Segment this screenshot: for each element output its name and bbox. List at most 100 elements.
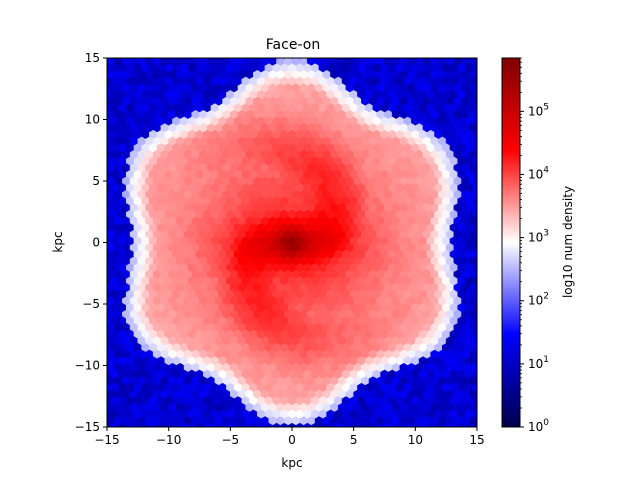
hex-bin (259, 58, 263, 60)
hex-bin (153, 43, 161, 52)
hex-bin (95, 103, 103, 112)
hex-bin (467, 58, 472, 60)
hex-bin (300, 429, 308, 438)
hex-bin (261, 429, 269, 438)
hex-bin (485, 309, 493, 318)
hex-bin (481, 422, 489, 431)
hex-bin (99, 43, 107, 52)
hex-bin (176, 43, 184, 52)
hex-bin (481, 289, 489, 298)
hex-bin (436, 58, 441, 60)
hex-bin (151, 58, 155, 60)
hex-bin (400, 429, 408, 438)
hex-bin (481, 276, 489, 285)
hex-bin (251, 58, 256, 60)
hex-bin (192, 43, 200, 52)
hex-bin (138, 429, 146, 438)
hex-bin (476, 377, 477, 384)
hex-bin (405, 58, 410, 60)
hex-bin (476, 417, 477, 423)
y-tick-label: 5 (92, 174, 100, 188)
hex-bin (107, 138, 108, 144)
hex-bin (377, 43, 385, 52)
hex-bin (215, 43, 223, 52)
hex-bin (184, 43, 192, 52)
hex-bin (107, 58, 109, 60)
hex-bin (220, 58, 225, 60)
hex-bin (400, 43, 408, 52)
hex-bin (476, 84, 477, 91)
hex-bin (359, 58, 364, 60)
hex-bin (138, 43, 146, 52)
hex-bin (476, 244, 477, 250)
hex-bin (392, 429, 400, 438)
hex-bin (107, 164, 108, 170)
hex-bin (485, 123, 493, 132)
hex-bin (476, 58, 477, 64)
hex-bin (246, 429, 254, 438)
hex-bin (485, 429, 493, 438)
hex-bin (423, 43, 431, 52)
hex-bin (197, 58, 202, 60)
hex-bin (481, 76, 489, 85)
hex-bin (253, 43, 261, 52)
colorbar-tick-label: 104 (528, 165, 549, 181)
hex-bin (485, 163, 493, 172)
hex-bin (481, 223, 489, 232)
hex-bin (95, 383, 103, 392)
hex-bin (192, 429, 200, 438)
hex-bin (336, 58, 340, 60)
hex-bin (476, 71, 477, 77)
hex-bin (475, 58, 477, 60)
hex-bin (408, 43, 416, 52)
hex-bin (476, 218, 477, 224)
hex-bin (107, 111, 108, 117)
hex-bin (485, 43, 493, 52)
hex-bin (95, 223, 103, 232)
hex-bin (323, 429, 331, 438)
hex-bin (107, 84, 108, 91)
y-axis: −15 −10 −5 0 5 10 15 (75, 51, 107, 434)
hex-bin (307, 429, 315, 438)
hex-bin (95, 76, 103, 85)
hex-bin (469, 43, 477, 52)
hex-bin (446, 429, 454, 438)
hex-bin (122, 43, 130, 52)
x-tick-label: −10 (156, 433, 181, 447)
hex-bin (476, 324, 477, 330)
hex-bin (330, 429, 338, 438)
hex-bin (367, 58, 371, 60)
colorbar-tick-label: 102 (528, 292, 549, 308)
hex-bin (485, 296, 493, 305)
hex-bin (169, 43, 177, 52)
hex-bin (375, 58, 379, 60)
hex-bin (95, 396, 103, 405)
x-tick-label: −15 (94, 433, 119, 447)
hex-bin (481, 329, 489, 338)
hex-bin (485, 283, 493, 292)
colorbar-tick-label: 105 (528, 102, 549, 118)
hex-bin (107, 151, 108, 157)
hex-bin (481, 343, 489, 352)
hex-bin (481, 396, 489, 405)
colorbar (501, 57, 521, 428)
hex-bin (107, 391, 108, 397)
hex-bin (277, 429, 285, 438)
hex-bin (384, 429, 392, 438)
hex-bin (485, 110, 493, 119)
hex-bin (120, 58, 125, 60)
hex-bin (481, 383, 489, 392)
hex-bin (454, 429, 462, 438)
x-tick-label: −5 (221, 433, 239, 447)
hex-bin (485, 389, 493, 398)
hex-bin (481, 130, 489, 139)
hex-bin (462, 43, 470, 52)
hex-bin (369, 429, 377, 438)
hex-bin (361, 43, 369, 52)
colorbar-tick-label: 103 (528, 229, 549, 245)
hex-bin (328, 58, 333, 60)
hex-bin (452, 58, 456, 60)
hex-bin (476, 111, 477, 117)
hex-bin (481, 169, 489, 178)
hex-bin (485, 189, 493, 198)
